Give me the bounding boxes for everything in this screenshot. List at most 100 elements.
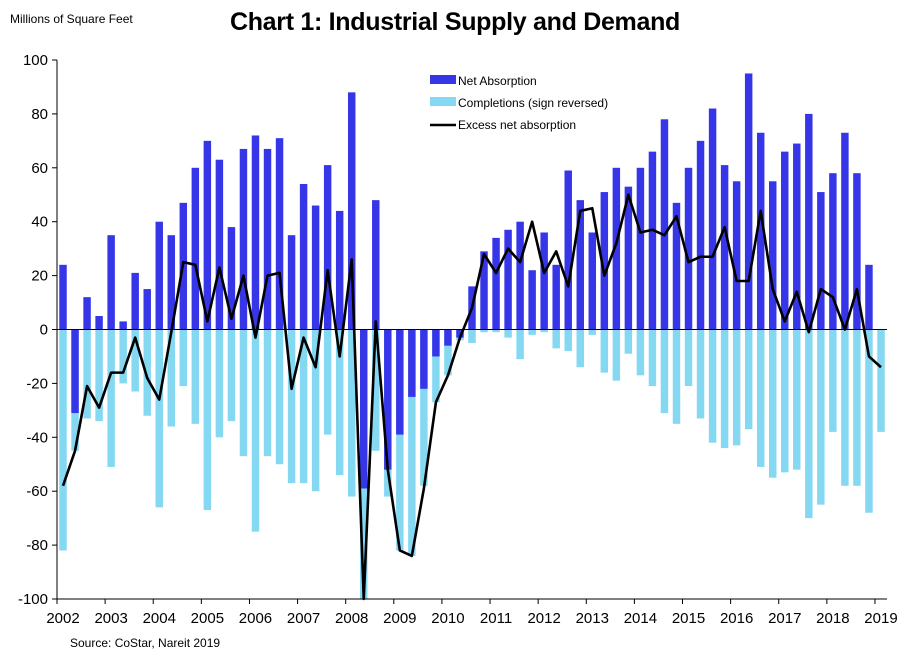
net-absorption-bar (227, 227, 236, 330)
completions-bar (564, 329, 572, 352)
net-absorption-bar (805, 113, 813, 330)
axes: 100 80 60 40 20 0 -20 -40 -60 -80 -100 2002 2003 2004… (18, 52, 898, 627)
x-tick-label: 2006 (239, 610, 272, 627)
legend-label-completions: Completions (sign reversed) (458, 96, 608, 110)
completions-bar (95, 329, 103, 422)
completions-bar (323, 329, 332, 435)
completions-bar (396, 329, 404, 551)
completions-bar (408, 329, 416, 556)
x-tick-label: 2011 (480, 610, 512, 627)
completions-bar (179, 329, 188, 387)
x-tick-label: 2017 (768, 610, 801, 627)
completions-bar (588, 329, 597, 335)
completions-bar (540, 329, 548, 333)
net-absorption-bar (71, 329, 79, 414)
completions-bar (59, 329, 67, 551)
x-tick-label: 2013 (576, 610, 609, 627)
completions-bar (744, 329, 753, 430)
completions-bar (299, 329, 308, 484)
completions-bar (311, 329, 320, 492)
net-absorption-bar (817, 192, 825, 330)
net-absorption-bar (167, 235, 176, 330)
y-tick-label: -60 (26, 483, 48, 500)
completions-bar (624, 329, 633, 354)
completions-bar (756, 329, 765, 467)
y-tick-label: 20 (31, 268, 48, 285)
completions-bar (552, 329, 560, 349)
completions-bar (781, 329, 789, 473)
net-absorption-bar (384, 329, 392, 470)
completions-bar (684, 329, 693, 387)
completions-bar (420, 329, 428, 486)
completions-bar (215, 329, 224, 438)
completions-bar (600, 329, 609, 373)
net-absorption-bar (528, 270, 536, 330)
y-tick-label: 80 (31, 106, 48, 123)
net-absorption-bar (275, 138, 284, 330)
x-tick-label: 2007 (287, 610, 320, 627)
net-absorption-bar (756, 132, 765, 330)
completions-bar (516, 329, 524, 360)
net-absorption-bar (684, 167, 693, 330)
y-tick-label: -100 (18, 591, 48, 608)
net-absorption-bar (865, 264, 873, 330)
completions-bar (480, 329, 488, 333)
net-absorption-bar (841, 132, 849, 330)
net-absorption-bar (600, 192, 609, 330)
completions-bar (877, 329, 885, 432)
completions-bar (708, 329, 717, 443)
completions-bar (504, 329, 512, 338)
legend-swatch-net-absorption (430, 75, 456, 84)
net-absorption-bar (323, 165, 332, 330)
legend-label-net-absorption: Net Absorption (458, 74, 537, 88)
net-absorption-bar (107, 235, 115, 330)
net-absorption-bar (372, 200, 380, 330)
y-tick-label: 100 (23, 52, 48, 69)
net-absorption-bar (396, 329, 404, 435)
completions-bar (251, 329, 260, 532)
net-absorption-bar (552, 264, 560, 330)
net-absorption-bar (829, 173, 837, 330)
net-absorption-bar (588, 232, 597, 330)
completions-bar (817, 329, 825, 505)
completions-bar (263, 329, 272, 457)
net-absorption-bar (408, 329, 416, 397)
net-absorption-bar (444, 329, 452, 346)
completions-bar (191, 329, 200, 424)
net-absorption-bar (203, 140, 212, 330)
completions-bar (167, 329, 176, 427)
completions-bar (648, 329, 657, 387)
completions-bar (131, 329, 139, 392)
net-absorption-bar (564, 170, 572, 330)
y-axis-unit-label: Millions of Square Feet (10, 12, 133, 26)
completions-bar (636, 329, 645, 376)
completions-bar (576, 329, 584, 368)
net-absorption-bar (83, 297, 91, 330)
net-absorption-bar (299, 183, 308, 330)
completions-bar (107, 329, 115, 467)
excess-net-absorption-line (61, 193, 882, 601)
x-tick-label: 2003 (94, 610, 127, 627)
completions-bar (841, 329, 849, 486)
completions-bar (155, 329, 163, 508)
net-absorption-bar (492, 237, 500, 330)
net-absorption-bar (155, 221, 163, 330)
completions-bar (793, 329, 801, 470)
net-absorption-bar (95, 316, 103, 330)
completions-bar (853, 329, 861, 486)
completions-bar (287, 329, 296, 484)
x-tick-label: 2018 (816, 610, 849, 627)
net-absorption-bar (347, 92, 356, 330)
x-tick-label: 2016 (720, 610, 753, 627)
y-tick-label: 40 (31, 214, 48, 231)
x-tick-label: 2009 (383, 610, 416, 627)
completions-bar (275, 329, 284, 465)
completions-bar (335, 329, 344, 476)
completions-bar (829, 329, 837, 432)
net-absorption-bar (191, 167, 200, 330)
legend: Net Absorption Completions (sign reverse… (430, 74, 608, 132)
net-absorption-bar (708, 108, 717, 330)
completions-bar (468, 329, 476, 343)
net-absorption-bar (648, 151, 657, 330)
